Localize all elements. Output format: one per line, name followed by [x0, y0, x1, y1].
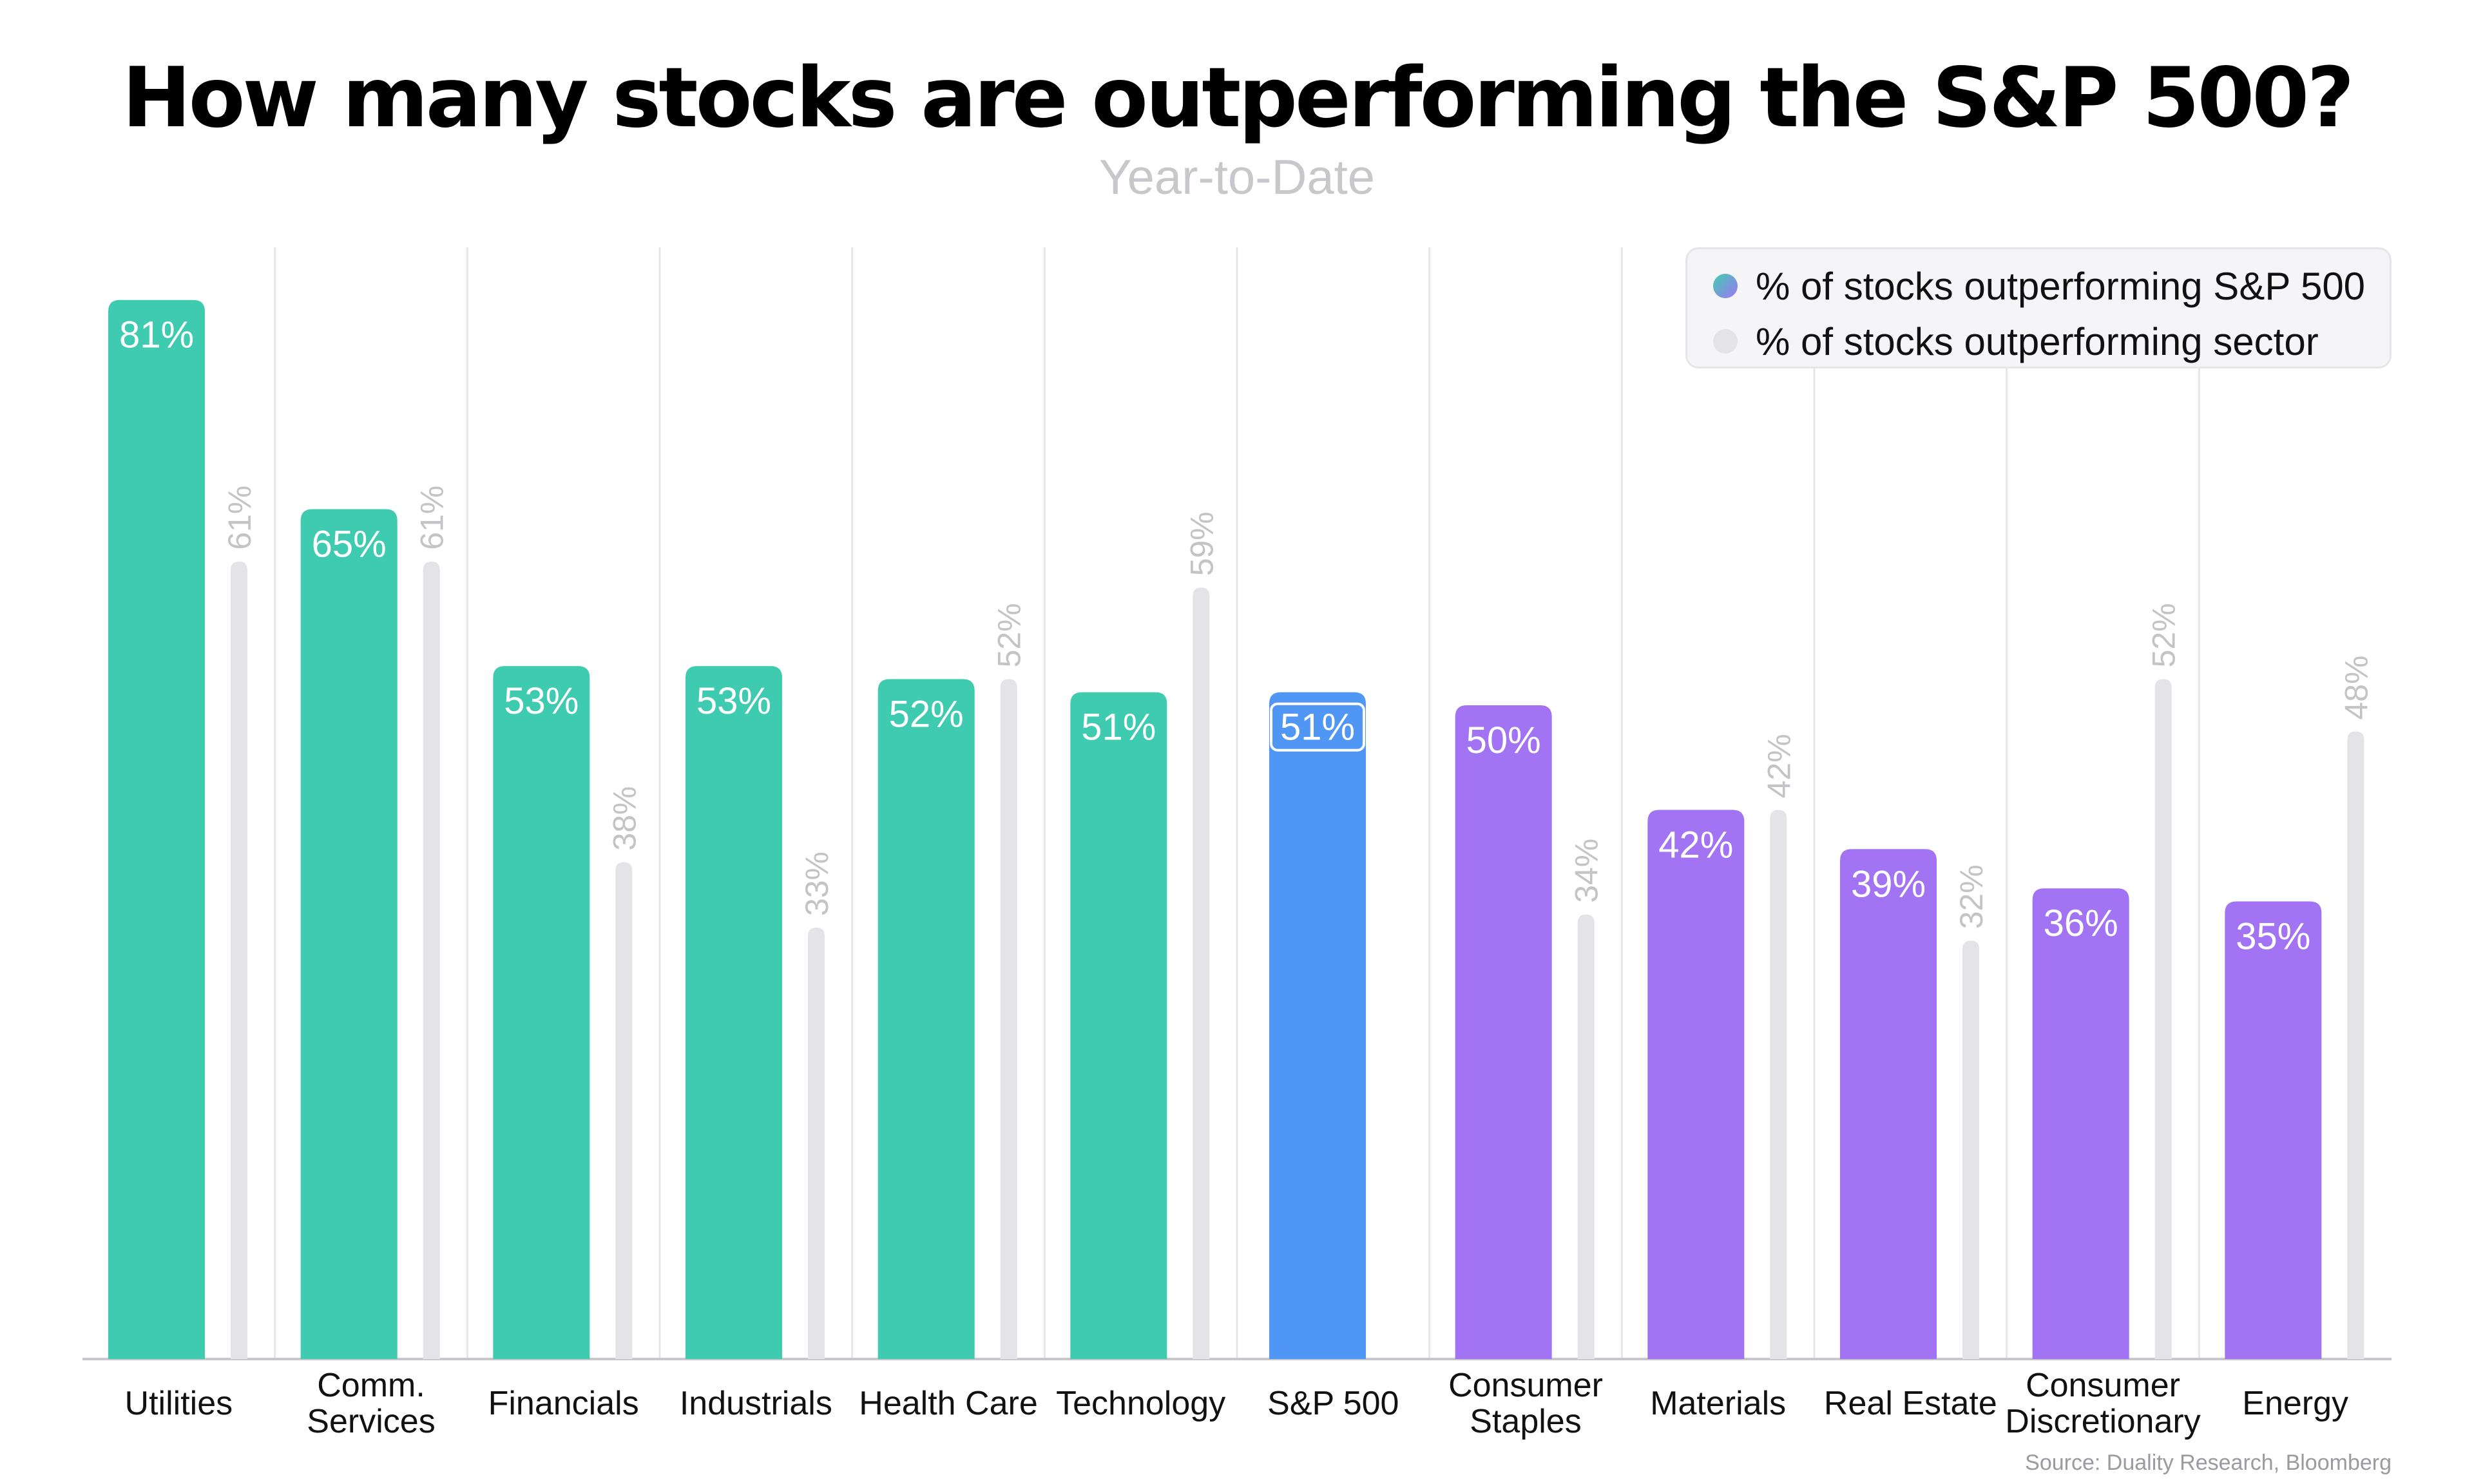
- bar-value-label: 51%: [1081, 707, 1156, 748]
- category-label: Energy: [2242, 1385, 2348, 1422]
- bars: [108, 300, 2364, 1360]
- legend-label-secondary: % of stocks outperforming sector: [1756, 319, 2319, 363]
- sector-value-label: 59%: [1184, 511, 1220, 576]
- bar-value-label: 81%: [119, 314, 194, 356]
- bar-value-label: 39%: [1851, 863, 1926, 905]
- bar-primary: [877, 679, 975, 1359]
- bar-primary: [1269, 692, 1366, 1359]
- bar-value-label: 53%: [696, 680, 771, 722]
- category-label: Consumer Staples: [1448, 1367, 1603, 1440]
- bar-secondary: [1000, 679, 1017, 1359]
- sector-value-label: 32%: [1953, 864, 1990, 929]
- bar-primary: [300, 509, 398, 1359]
- bar-value-label: 42%: [1658, 824, 1733, 866]
- category-label: Real Estate: [1824, 1385, 1997, 1422]
- sector-value-label: 52%: [992, 603, 1028, 667]
- category-label: S&P 500: [1267, 1385, 1399, 1422]
- bar-value-label: 53%: [504, 680, 579, 722]
- bar-secondary: [808, 928, 825, 1359]
- category-label: Utilities: [125, 1385, 233, 1422]
- sector-value-label: 61%: [414, 486, 450, 550]
- legend-label-primary: % of stocks outperforming S&P 500: [1756, 264, 2366, 308]
- legend: % of stocks outperforming S&P 500 % of s…: [1685, 247, 2392, 368]
- category-labels: Utilities Comm. Services Financials Industri…: [125, 1367, 2349, 1440]
- sector-value-label: 52%: [2146, 603, 2182, 667]
- bar-primary: [108, 300, 205, 1360]
- data-labels: 81% 61% 65% 61% 53% 38% 53% 33% 52% 52% 51% 59% 51% 5…: [119, 314, 2374, 958]
- bar-value-label: 35%: [2236, 916, 2310, 958]
- bar-primary: [2032, 888, 2129, 1359]
- category-label: Consumer Discretionary: [2005, 1367, 2200, 1440]
- bar-secondary: [1962, 940, 1979, 1359]
- bar-primary: [1840, 849, 1937, 1359]
- bar-secondary: [423, 561, 440, 1360]
- bar-primary: [493, 666, 590, 1359]
- category-label: Health Care: [859, 1385, 1037, 1422]
- bar-secondary: [2154, 679, 2172, 1359]
- legend-gradient-dot-icon: [1713, 274, 1738, 298]
- sector-value-label: 34%: [1569, 839, 1605, 903]
- category-label: Comm. Services: [307, 1367, 435, 1440]
- bar-secondary: [2347, 731, 2364, 1359]
- category-label: Technology: [1056, 1385, 1225, 1422]
- bar-value-label: 51%: [1280, 707, 1355, 748]
- bar-primary: [2225, 901, 2322, 1359]
- bar-secondary: [1770, 810, 1787, 1359]
- legend-item-primary: % of stocks outperforming S&P 500: [1713, 258, 2390, 314]
- legend-gray-dot-icon: [1713, 329, 1738, 354]
- bar-value-label: 36%: [2044, 902, 2118, 944]
- highlight-label-box: [1270, 702, 1365, 752]
- bar-secondary: [1193, 587, 1210, 1359]
- bar-secondary: [231, 561, 247, 1360]
- legend-item-secondary: % of stocks outperforming sector: [1713, 314, 2390, 369]
- chart-title: How many stocks are outperforming the S&…: [122, 50, 2354, 146]
- bar-secondary: [1577, 914, 1595, 1359]
- bar-secondary: [615, 862, 633, 1359]
- source-note: Source: Duality Research, Bloomberg: [2025, 1451, 2392, 1475]
- bar-primary: [1647, 810, 1745, 1359]
- gridlines: [82, 247, 2392, 1360]
- bar-value-label: 52%: [889, 693, 964, 735]
- bar-value-label: 50%: [1466, 719, 1541, 761]
- bar-primary: [1455, 705, 1552, 1359]
- category-label: Financials: [488, 1385, 639, 1422]
- bar-primary: [1070, 692, 1167, 1359]
- sector-value-label: 42%: [1761, 734, 1797, 798]
- sector-value-label: 48%: [2338, 656, 2374, 720]
- category-label: Industrials: [680, 1385, 832, 1422]
- sector-value-label: 61%: [222, 486, 258, 550]
- bar-value-label: 65%: [312, 524, 387, 566]
- sector-value-label: 38%: [606, 786, 642, 851]
- sector-value-label: 33%: [799, 851, 835, 916]
- chart-subtitle: Year-to-Date: [1098, 150, 1376, 205]
- category-label: Materials: [1650, 1385, 1786, 1422]
- bar-primary: [686, 666, 782, 1359]
